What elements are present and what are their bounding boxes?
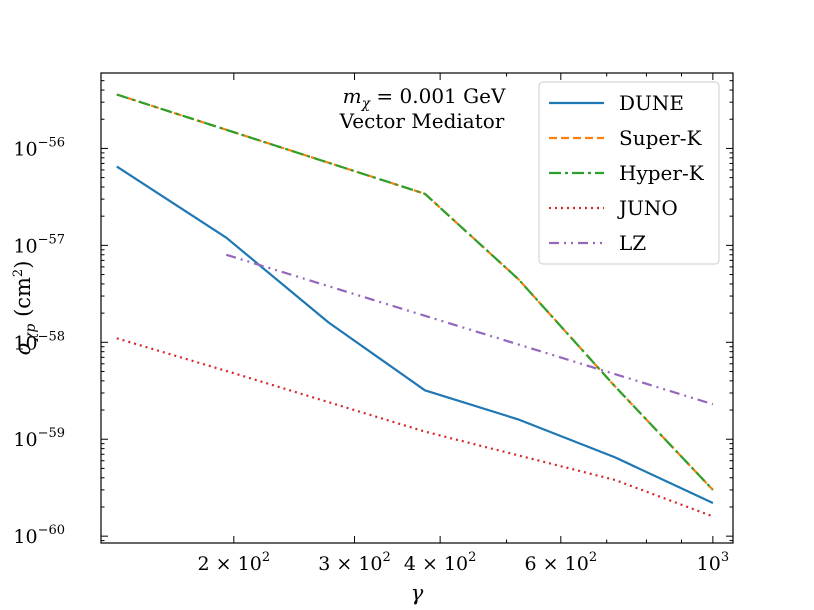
series-line-hyper-k [116,93,714,491]
x-tick-label: 4 × 102 [404,550,477,575]
x-tick-label: 103 [697,550,729,575]
y-tick-label: 10−56 [13,135,65,160]
y-tick-label: 10−57 [13,232,65,257]
y-axis-label: σχp (cm2) [11,261,39,356]
series-line-dune [116,165,714,504]
legend: DUNE Super-K Hyper-K JUNO LZ [538,81,720,265]
legend-label: Super-K [619,126,703,150]
svg-text:γ: γ [411,581,424,605]
legend-label: LZ [619,231,646,255]
y-tick-label: 10−59 [13,426,65,451]
legend-label: Hyper-K [619,161,705,185]
y-tick-label: 10−60 [13,523,65,548]
legend-label: DUNE [619,91,684,115]
axis-ticks: 2 × 102 3 × 102 4 × 102 6 × 102 103 10−60 10−5… [13,73,733,575]
x-tick-label: 3 × 102 [318,550,391,575]
legend-box [538,81,720,265]
annotation-mediator: Vector Mediator [339,109,505,133]
svg-text:σχp (cm2): σχp (cm2) [11,261,39,356]
x-tick-label: 2 × 102 [198,550,271,575]
series-line-lz [225,253,714,406]
series-line-super-k [116,93,714,491]
plot-frame [100,72,734,544]
x-axis-label: γ [411,581,424,605]
plot-area [116,93,714,518]
legend-label: JUNO [617,196,678,220]
y-tick-label: 10−58 [13,329,65,354]
annotation-mass: mχ = 0.001 GeV [343,84,506,112]
series-line-juno [116,337,714,518]
x-tick-label: 6 × 102 [525,550,598,575]
